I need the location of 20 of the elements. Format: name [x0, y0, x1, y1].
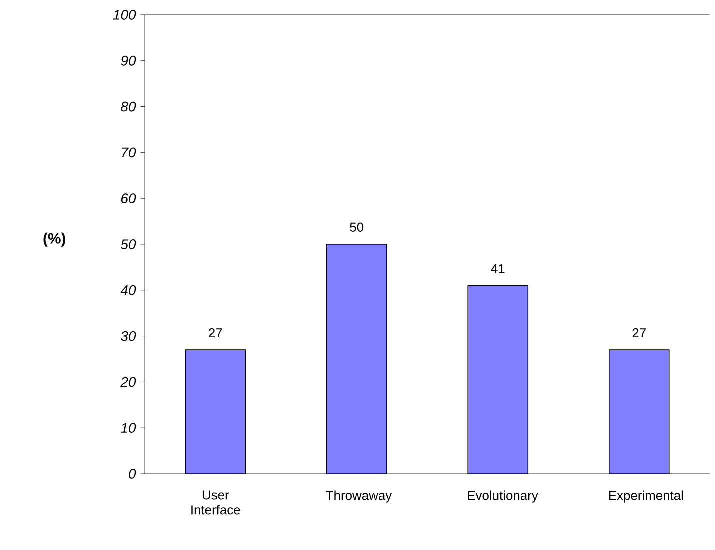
y-tick-label: 50: [121, 240, 136, 250]
y-tick-label: 30: [121, 331, 136, 342]
y-tick-label: 0: [129, 469, 136, 479]
x-tick-label: User Interface: [192, 490, 240, 515]
y-tick-label: 40: [120, 285, 136, 296]
y-tick-label: 20: [120, 377, 136, 388]
data-label: 27: [209, 328, 222, 338]
y-tick-label: 80: [121, 102, 136, 112]
data-label: 41: [491, 264, 505, 274]
y-axis-title: (%): [44, 232, 66, 247]
y-tick-label: 70: [122, 148, 136, 158]
y-tick-label: 10: [121, 423, 136, 434]
y-tick-label: 60: [122, 194, 136, 204]
y-tick-label: 90: [121, 56, 136, 66]
data-label: 50: [350, 222, 364, 232]
x-tick-label: Evolutionary: [468, 490, 538, 503]
data-label: 27: [632, 328, 646, 338]
x-tick-label: Experimental: [609, 490, 684, 503]
x-tick-label: Throwaway: [326, 490, 392, 503]
y-tick-label: 100: [113, 10, 136, 20]
